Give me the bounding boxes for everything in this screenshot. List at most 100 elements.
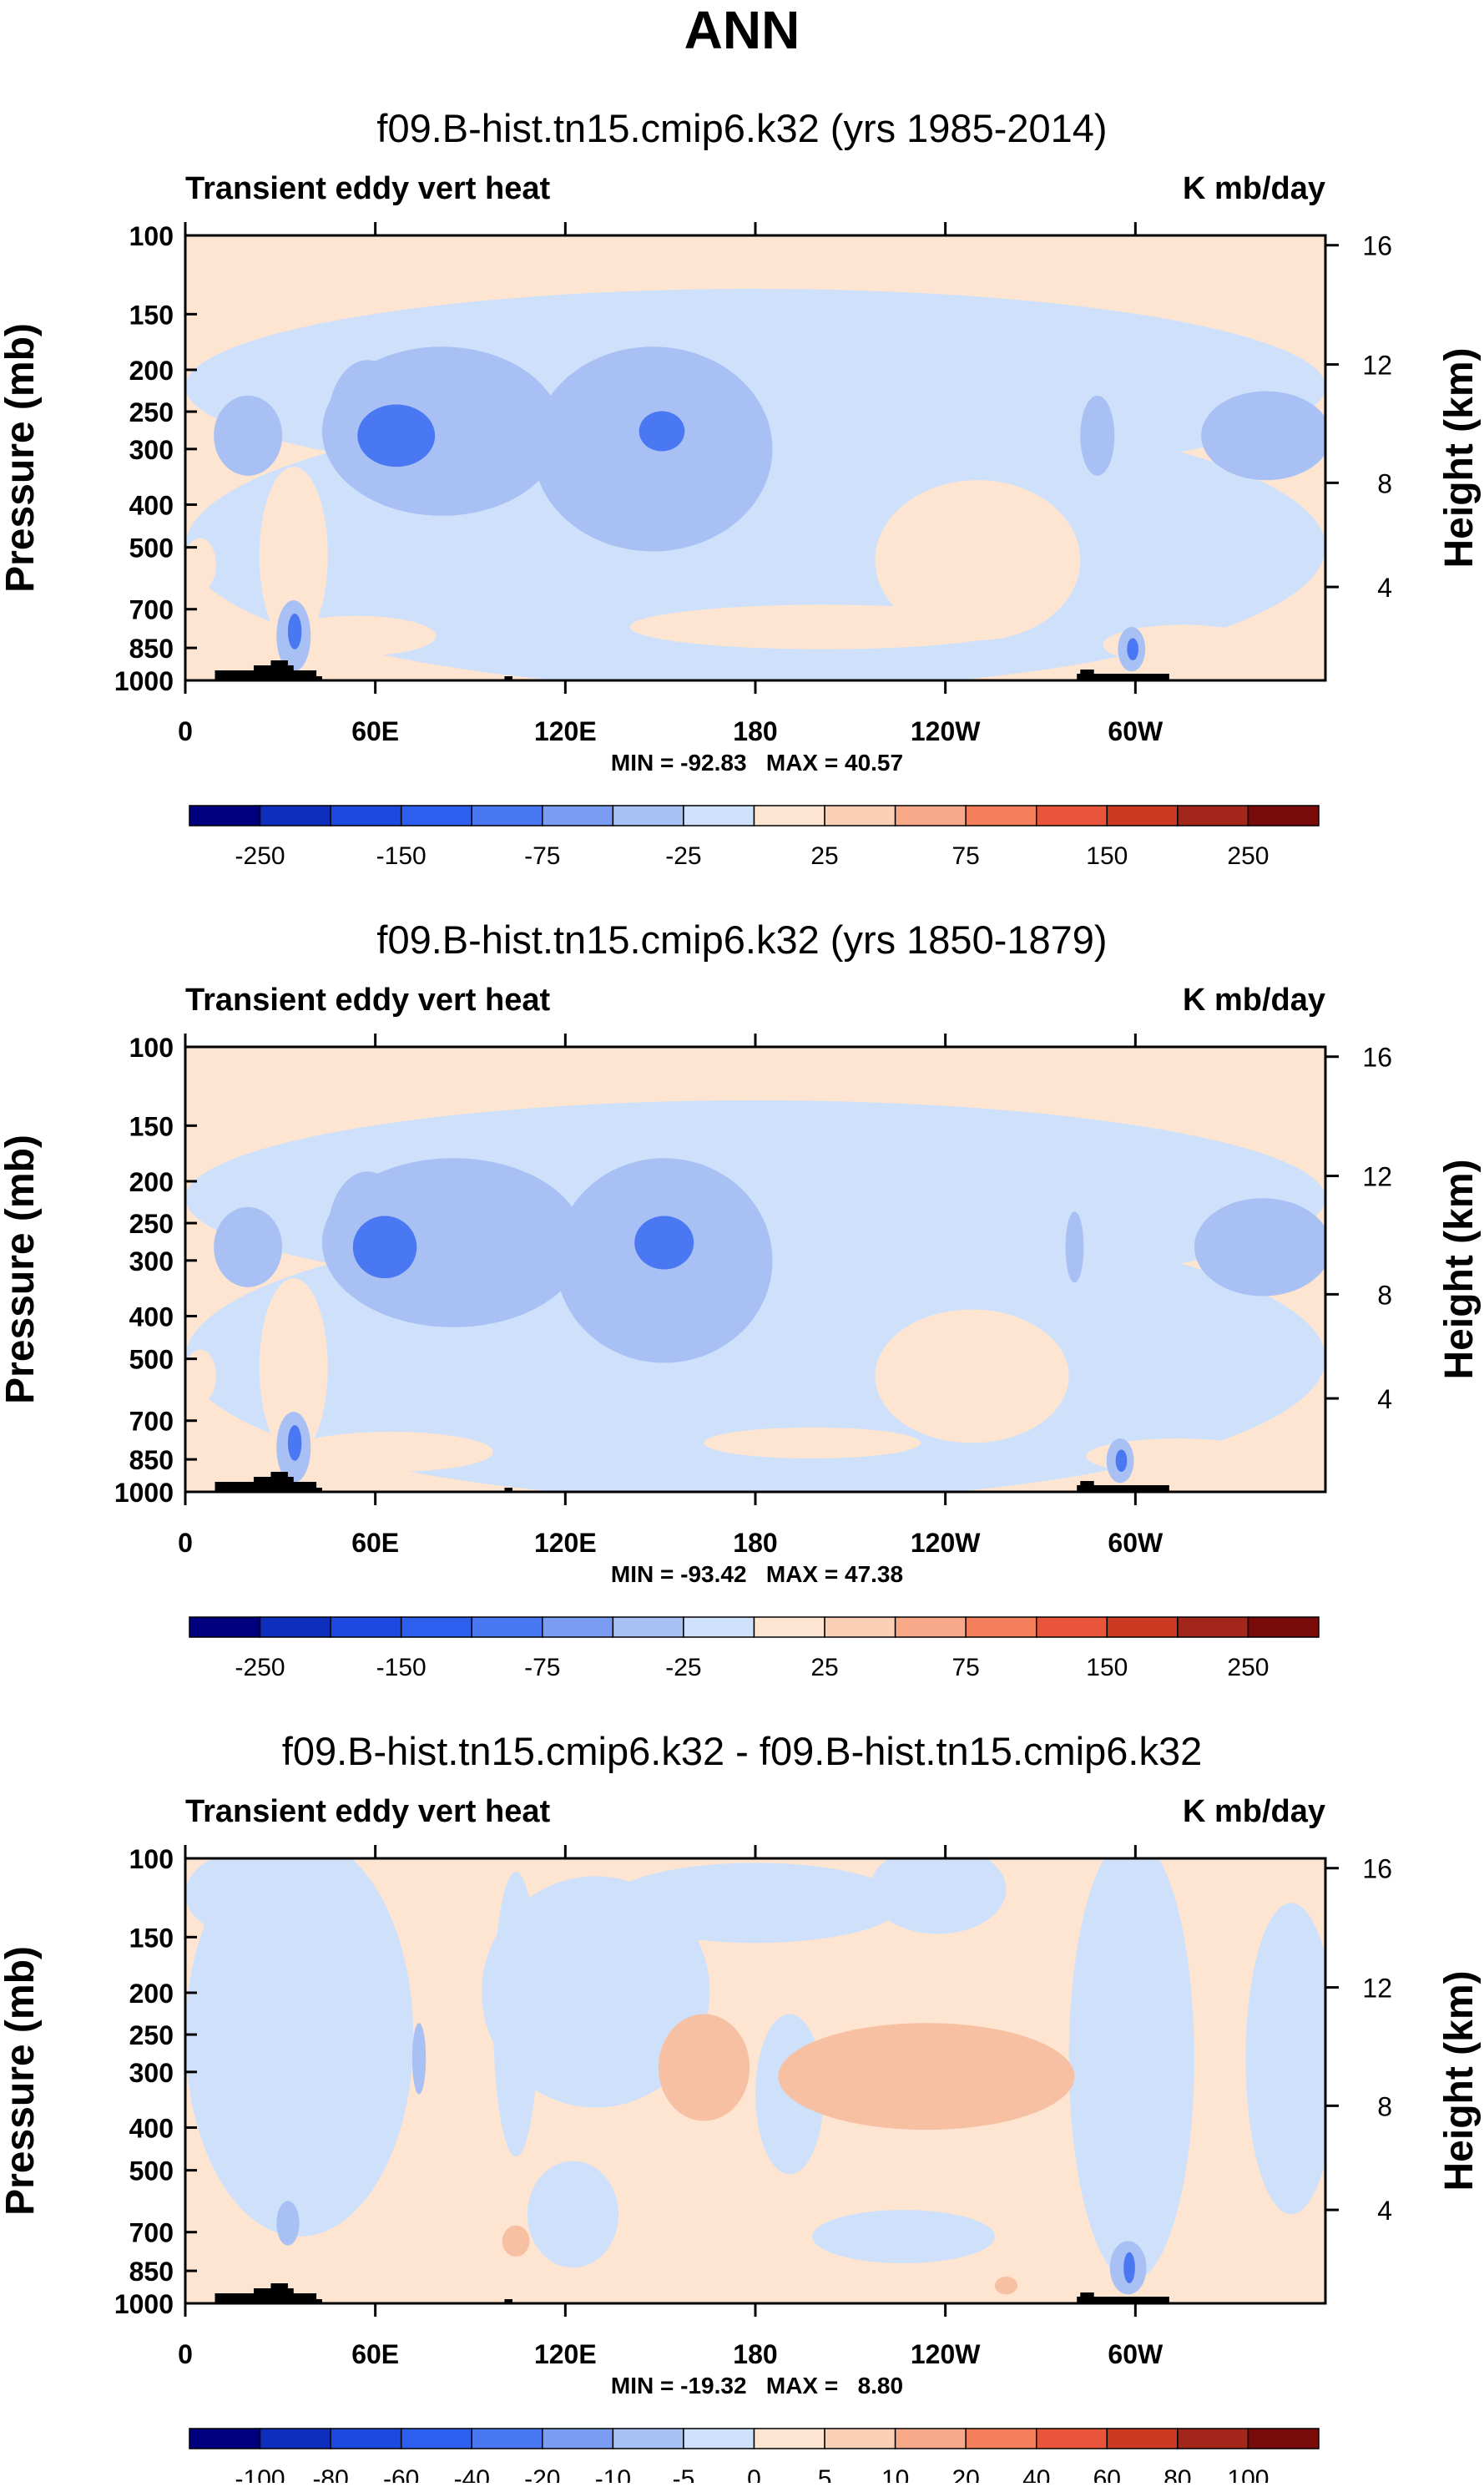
y2-tick-label: 8 (1377, 1280, 1392, 1310)
y-tick-label: 250 (129, 1209, 174, 1239)
contour-region (352, 1216, 417, 1279)
colorbar-label: 60 (1093, 2465, 1121, 2483)
contour-region (658, 2014, 750, 2121)
y-tick-label: 100 (129, 221, 174, 251)
colorbar-box (1177, 1616, 1249, 1638)
colorbar-box (965, 805, 1037, 826)
panel-1-title: f09.B-hist.tn15.cmip6.k32 (yrs 1985-2014… (376, 106, 1107, 150)
colorbar-label: 5 (818, 2465, 832, 2483)
colorbar-box (471, 805, 543, 826)
colorbar-box (542, 2428, 614, 2449)
topography (270, 1472, 288, 1492)
colorbar-box (894, 2428, 967, 2449)
contour-region (994, 2277, 1018, 2295)
panel-3: f09.B-hist.tn15.cmip6.k32 - f09.B-hist.t… (0, 1729, 1481, 2487)
y2-tick-label: 12 (1362, 1974, 1392, 2004)
contour-region (1201, 391, 1325, 481)
contour-region (214, 395, 283, 476)
contour-region (357, 404, 436, 468)
colorbar-box (1106, 805, 1179, 826)
colorbar-label: -5 (673, 2465, 695, 2483)
colorbar-box (259, 2428, 331, 2449)
contour-region (1080, 395, 1115, 476)
colorbar: -100 -80 -60 -40 -20 -10 -5 0 5 10 20 40 60 80 100 (189, 2428, 1320, 2487)
contour-region (869, 1858, 1007, 1934)
y2-axis-title: Height (km) (1437, 1160, 1481, 1380)
contour-region (287, 614, 302, 650)
colorbar-label: -250 (235, 842, 285, 870)
colorbar-box (542, 805, 614, 826)
contour-region (1068, 1858, 1194, 2282)
colorbar-label: 150 (1086, 842, 1128, 870)
panel-3-title: f09.B-hist.tn15.cmip6.k32 - f09.B-hist.t… (282, 1729, 1202, 1773)
colorbar-label: 250 (1227, 842, 1269, 870)
variable-label: Transient eddy vert heat (185, 171, 550, 206)
x-tick-label: 60W (1108, 716, 1163, 746)
colorbar-box (189, 1616, 261, 1638)
colorbar-label: -75 (524, 842, 560, 870)
contour-region (1194, 1198, 1325, 1297)
colorbar-box (683, 805, 755, 826)
plot-area (185, 1858, 1325, 2303)
colorbar-box (824, 805, 896, 826)
panel-2-title: f09.B-hist.tn15.cmip6.k32 (yrs 1850-1879… (376, 917, 1107, 962)
topography (296, 2296, 313, 2303)
y-axis-title: Pressure (mb) (0, 1946, 43, 2216)
topography (1077, 1485, 1169, 1492)
panel-2: f09.B-hist.tn15.cmip6.k32 (yrs 1850-1879… (0, 917, 1481, 1681)
topography (296, 1484, 313, 1492)
contour-region (875, 480, 1081, 641)
colorbar-box (1247, 2428, 1320, 2449)
y-tick-label: 700 (129, 2218, 174, 2248)
contour-region (778, 2023, 1075, 2131)
y-tick-label: 200 (129, 1979, 174, 2009)
colorbar-label: 75 (952, 842, 980, 870)
topography (312, 2299, 322, 2303)
min-max-stats: MIN = -93.42 MAX = 47.38 (611, 1561, 903, 1587)
contour-region (527, 2161, 619, 2268)
y-tick-label: 100 (129, 1033, 174, 1063)
colorbar-box (189, 805, 261, 826)
colorbar-box (1036, 2428, 1108, 2449)
contour-region (276, 2201, 300, 2246)
x-tick-label: 180 (733, 716, 777, 746)
units-label: K mb/day (1183, 171, 1325, 206)
plot-area (185, 1047, 1325, 1492)
topography (504, 676, 513, 680)
topography (504, 1488, 513, 1492)
y-tick-label: 150 (129, 1111, 174, 1141)
colorbar-box (612, 805, 684, 826)
contour-region (1123, 2252, 1135, 2284)
topography (312, 676, 322, 680)
contour-region (502, 2225, 530, 2257)
contour-region (875, 1309, 1069, 1443)
topography (312, 1488, 322, 1492)
y-tick-label: 850 (129, 634, 174, 664)
colorbar-label: 10 (881, 2465, 909, 2483)
y-tick-label: 500 (129, 533, 174, 564)
y2-tick-label: 16 (1362, 1854, 1392, 1884)
colorbar-label: -100 (235, 2465, 285, 2483)
y-tick-label: 500 (129, 1345, 174, 1375)
colorbar-box (612, 2428, 684, 2449)
colorbar-box (259, 805, 331, 826)
y-tick-label: 300 (129, 1246, 174, 1276)
y-tick-label: 200 (129, 1167, 174, 1197)
y2-tick-label: 4 (1377, 2196, 1392, 2226)
colorbar-box (753, 805, 825, 826)
colorbar-box (259, 1616, 331, 1638)
colorbar-box (471, 2428, 543, 2449)
colorbar-label: 80 (1163, 2465, 1191, 2483)
colorbar-box (1106, 1616, 1179, 1638)
colorbar-label: -25 (665, 842, 701, 870)
y-tick-label: 400 (129, 490, 174, 520)
colorbar-box (683, 1616, 755, 1638)
colorbar-label: -25 (665, 1654, 701, 1681)
colorbar-box (542, 1616, 614, 1638)
colorbar-box (753, 2428, 825, 2449)
topography (1077, 2297, 1169, 2303)
contour-region (287, 1425, 302, 1461)
y2-tick-label: 16 (1362, 231, 1392, 261)
contour-region (607, 1863, 904, 1944)
